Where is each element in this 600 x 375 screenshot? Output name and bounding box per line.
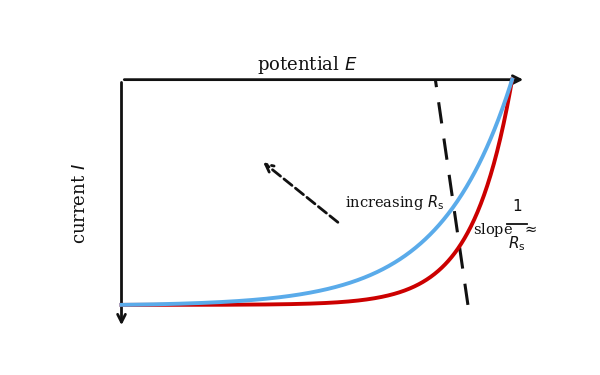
Text: potential $E$: potential $E$ bbox=[257, 54, 358, 76]
Text: current $I$: current $I$ bbox=[71, 164, 89, 244]
Text: $1$: $1$ bbox=[512, 198, 522, 214]
Text: slope  $\approx$: slope $\approx$ bbox=[473, 221, 536, 239]
Text: $R_\mathsf{s}$: $R_\mathsf{s}$ bbox=[508, 234, 526, 253]
Text: increasing $R_\mathsf{s}$: increasing $R_\mathsf{s}$ bbox=[344, 194, 444, 213]
